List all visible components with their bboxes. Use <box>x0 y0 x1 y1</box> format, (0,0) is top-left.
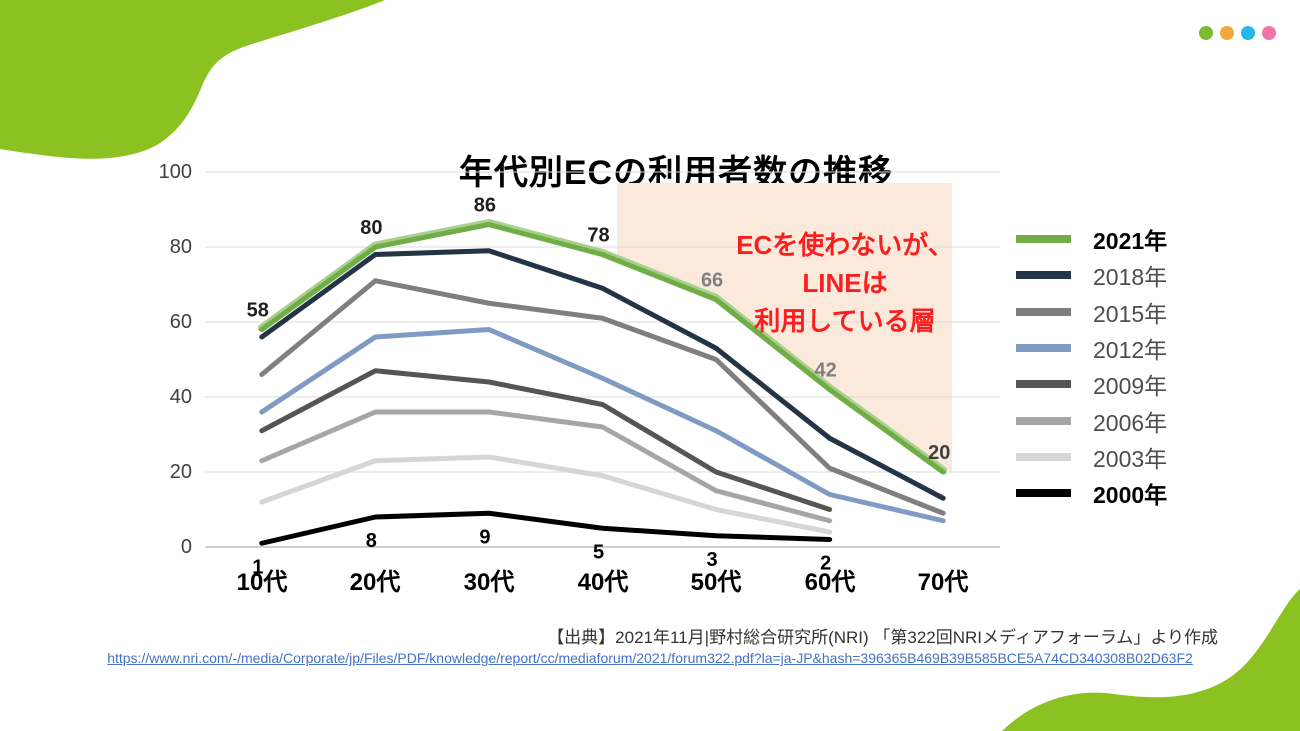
data-label-2000年-50代: 3 <box>707 549 718 571</box>
y-tick-40: 40 <box>169 386 192 408</box>
y-tick-60: 60 <box>169 311 192 333</box>
green-blob-bottom-right <box>1002 589 1300 731</box>
green-blob-top-left <box>0 0 385 159</box>
legend-item-2006: 2006年 <box>1016 402 1226 438</box>
data-label-2021年-10代: 58 <box>247 300 269 322</box>
x-label-70s: 70代 <box>917 569 969 596</box>
series-line-2006年 <box>259 409 833 524</box>
data-label-2000年-30代: 9 <box>479 526 490 548</box>
legend-label-2015: 2015年 <box>1093 300 1168 327</box>
legend-label-2018: 2018年 <box>1093 264 1168 291</box>
data-label-2000年-60代: 2 <box>820 553 831 575</box>
data-label-2000年-10代: 1 <box>252 556 263 578</box>
legend-item-2018: 2018年 <box>1016 257 1226 293</box>
legend-item-2021: 2021年 <box>1016 221 1226 257</box>
x-label-60s: 60代 <box>804 569 856 596</box>
legend-swatch-2000 <box>1016 489 1071 498</box>
x-label-50s: 50代 <box>690 569 742 596</box>
deco-dot-green <box>1199 26 1213 40</box>
legend-label-2003: 2003年 <box>1093 445 1168 472</box>
data-label-2021年-20代: 80 <box>360 217 382 239</box>
legend-swatch-2009 <box>1016 380 1071 389</box>
series-line-2003年 <box>259 454 833 535</box>
annotation-text: ECを使わないが、 LINEは 利用している層 <box>705 226 985 340</box>
data-label-2021年-30代: 86 <box>474 195 496 217</box>
annotation-line-1: ECを使わないが、 <box>736 230 954 260</box>
x-label-10s: 10代 <box>236 569 288 596</box>
source-citation: 【出典】2021年11月|野村総合研究所(NRI) 「第322回NRIメディアフ… <box>547 628 1218 647</box>
legend-item-2003: 2003年 <box>1016 439 1226 475</box>
series-line-2012年 <box>259 327 946 524</box>
data-label-2000年-40代: 5 <box>593 541 604 563</box>
data-label-2021年-60代: 42 <box>815 360 837 382</box>
y-tick-80: 80 <box>169 236 192 258</box>
series-line-2009年 <box>259 368 833 512</box>
data-label-2021年-70代: 20 <box>928 442 950 464</box>
series-line-2018年 <box>259 248 946 501</box>
source-url-line: https://www.nri.com/-/media/Corporate/jp… <box>0 650 1300 666</box>
legend-label-2012: 2012年 <box>1093 337 1168 364</box>
legend-item-2009: 2009年 <box>1016 366 1226 402</box>
highlight-region <box>617 183 952 473</box>
legend-item-2000: 2000年 <box>1016 475 1226 511</box>
legend-swatch-2021 <box>1016 235 1071 244</box>
deco-dot-blue <box>1241 26 1255 40</box>
y-tick-100: 100 <box>158 161 192 183</box>
legend-item-2012: 2012年 <box>1016 330 1226 366</box>
legend-swatch-2003 <box>1016 452 1071 461</box>
legend-label-2006: 2006年 <box>1093 409 1168 436</box>
legend-swatch-2015 <box>1016 307 1071 316</box>
series-line-2021年 <box>259 222 946 475</box>
series-line-2000年 <box>259 510 833 546</box>
legend-swatch-2006 <box>1016 416 1071 425</box>
x-label-40s: 40代 <box>577 569 629 596</box>
legend-swatch-2018 <box>1016 271 1071 280</box>
data-label-2021年-50代: 66 <box>701 270 723 292</box>
series-line-2015年 <box>259 278 946 516</box>
deco-dot-pink <box>1262 26 1276 40</box>
legend-label-2009: 2009年 <box>1093 373 1168 400</box>
deco-dot-orange <box>1220 26 1234 40</box>
annotation-line-2: LINEは <box>802 268 888 298</box>
y-tick-0: 0 <box>180 536 192 558</box>
x-label-20s: 20代 <box>349 569 401 596</box>
legend-item-2015: 2015年 <box>1016 294 1226 330</box>
y-tick-20: 20 <box>169 461 192 483</box>
legend-label-2000: 2000年 <box>1093 482 1168 509</box>
annotation-line-3: 利用している層 <box>754 306 936 336</box>
legend-label-2021: 2021年 <box>1093 228 1168 255</box>
chart-legend: 2021年 2018年 2015年 2012年 2009年 2006年 2003… <box>1016 221 1226 511</box>
x-label-30s: 30代 <box>463 569 515 596</box>
source-url-link[interactable]: https://www.nri.com/-/media/Corporate/jp… <box>107 650 1193 666</box>
data-label-2021年-40代: 78 <box>587 225 609 247</box>
data-label-2000年-20代: 8 <box>366 530 377 552</box>
legend-swatch-2012 <box>1016 344 1071 353</box>
